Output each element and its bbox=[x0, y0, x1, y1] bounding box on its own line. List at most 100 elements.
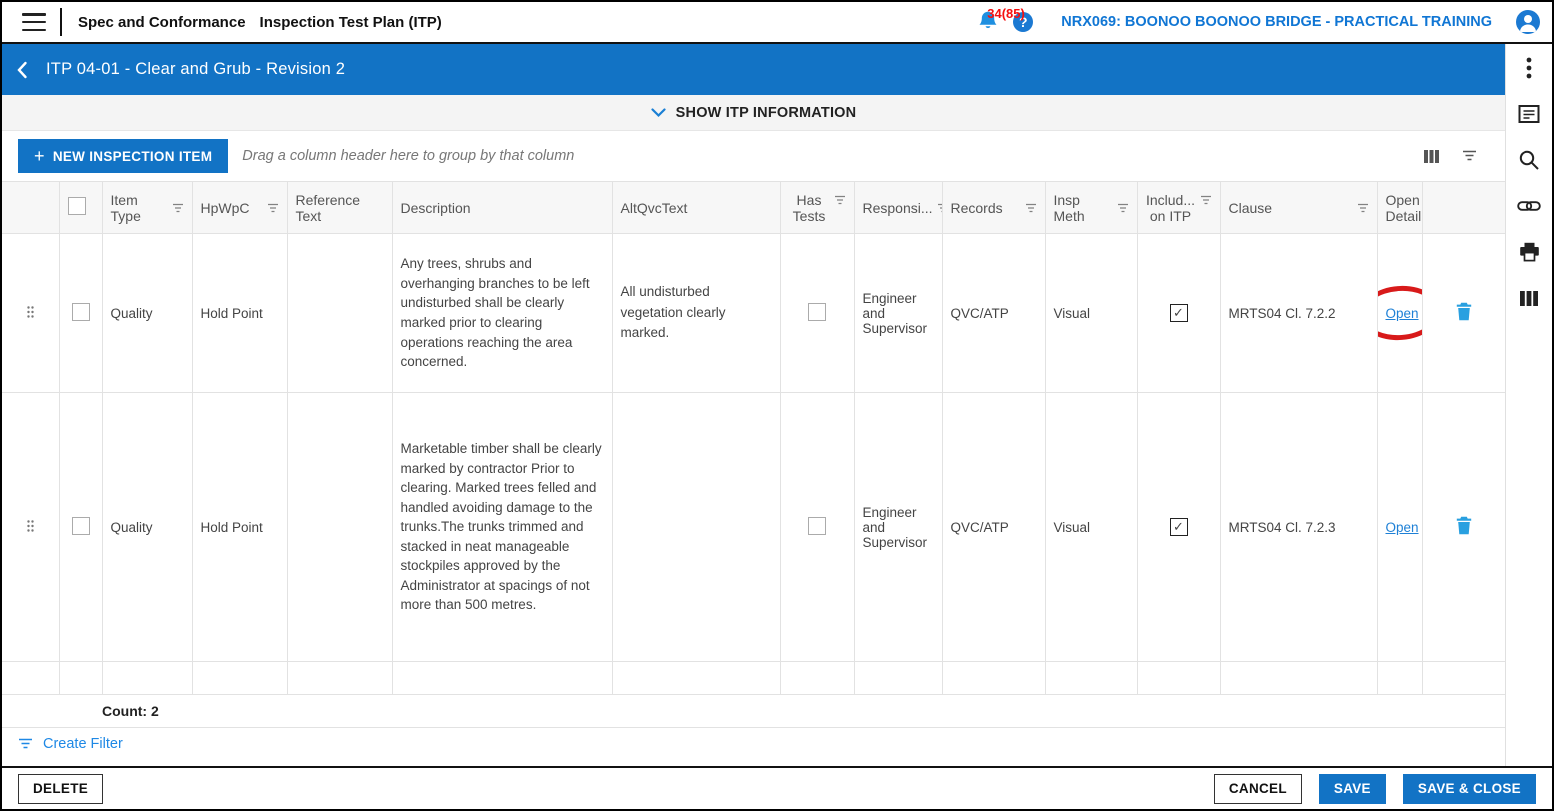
record-title: ITP 04-01 - Clear and Grub - Revision 2 bbox=[46, 60, 346, 78]
column-label: Item Type bbox=[110, 191, 141, 224]
back-button[interactable] bbox=[16, 61, 28, 79]
column-header-clause[interactable]: Clause bbox=[1219, 181, 1378, 234]
item-type-cell: Quality bbox=[101, 233, 193, 393]
column-header-reference-text[interactable]: Reference Text bbox=[286, 181, 393, 234]
included-on-itp-checkbox[interactable]: ✓ bbox=[1169, 304, 1188, 322]
header-filter-icon[interactable] bbox=[1117, 200, 1129, 216]
person-icon bbox=[1520, 15, 1536, 32]
column-header-hpwpc[interactable]: HpWpC bbox=[191, 181, 288, 234]
delete-row-icon[interactable] bbox=[1456, 516, 1472, 538]
link-icon[interactable] bbox=[1517, 194, 1541, 218]
clause-cell: MRTS04 Cl. 7.2.3 bbox=[1219, 392, 1378, 662]
open-detail-link[interactable]: Open bbox=[1385, 305, 1419, 321]
delete-button[interactable]: DELETE bbox=[18, 773, 104, 804]
delete-row-icon[interactable] bbox=[1456, 302, 1472, 324]
row-select-checkbox[interactable] bbox=[71, 516, 90, 535]
column-header-item-type[interactable]: Item Type bbox=[101, 181, 193, 234]
bell-icon bbox=[979, 11, 997, 29]
inspection-items-grid: Item Type HpWpC Reference Text Descripti… bbox=[2, 181, 1505, 695]
filter-panel-icon[interactable] bbox=[1462, 150, 1477, 162]
description-cell: Marketable timber shall be clearly marke… bbox=[391, 392, 613, 662]
bottom-action-bar: DELETE CANCEL SAVE SAVE & CLOSE bbox=[2, 766, 1552, 809]
search-icon[interactable] bbox=[1517, 148, 1541, 172]
new-inspection-item-label: NEW INSPECTION ITEM bbox=[52, 148, 213, 164]
altqvctext-cell bbox=[611, 392, 781, 662]
reference-text-cell bbox=[286, 233, 393, 393]
included-on-itp-checkbox[interactable]: ✓ bbox=[1169, 518, 1188, 536]
empty-row bbox=[2, 661, 1505, 695]
column-label: Reference Text bbox=[295, 191, 361, 224]
main-area: ITP 04-01 - Clear and Grub - Revision 2 … bbox=[2, 44, 1552, 766]
reference-text-cell bbox=[286, 392, 393, 662]
column-header-included-on-itp[interactable]: Includ... on ITP bbox=[1136, 181, 1221, 234]
header-filter-icon[interactable] bbox=[1200, 192, 1212, 208]
header-filter-icon[interactable] bbox=[834, 192, 846, 208]
insp-meth-cell: Visual bbox=[1044, 392, 1138, 662]
table-row: Quality Hold Point Marketable timber sha… bbox=[2, 392, 1505, 662]
has-tests-checkbox[interactable] bbox=[808, 516, 826, 535]
column-label: HpWpC bbox=[200, 199, 250, 216]
top-bar: Spec and Conformance Inspection Test Pla… bbox=[2, 2, 1552, 44]
row-count-label: Count: 2 bbox=[102, 703, 159, 719]
row-select-checkbox[interactable] bbox=[71, 302, 90, 321]
header-drag-column bbox=[2, 181, 60, 234]
responsible-cell: Engineer and Supervisor bbox=[853, 392, 943, 662]
records-cell: QVC/ATP bbox=[941, 392, 1046, 662]
row-actions-cell bbox=[1421, 392, 1505, 662]
app-section-title: Spec and Conformance bbox=[78, 13, 246, 31]
hpwpc-cell: Hold Point bbox=[191, 392, 288, 662]
table-row: Quality Hold Point Any trees, shrubs and… bbox=[2, 233, 1505, 393]
show-itp-information-label: SHOW ITP INFORMATION bbox=[675, 104, 857, 121]
column-label: Insp Meth bbox=[1053, 191, 1085, 224]
header-filter-icon[interactable] bbox=[937, 200, 941, 216]
open-detail-link[interactable]: Open bbox=[1385, 519, 1419, 535]
column-chooser-icon[interactable] bbox=[1423, 149, 1440, 164]
row-drag-handle[interactable] bbox=[2, 233, 60, 393]
project-title[interactable]: NRX069: BOONOO BOONOO BRIDGE - PRACTICAL… bbox=[1061, 14, 1492, 30]
column-header-responsible[interactable]: Responsi... bbox=[853, 181, 943, 234]
select-all-checkbox[interactable] bbox=[67, 197, 86, 215]
has-tests-checkbox[interactable] bbox=[808, 302, 826, 321]
columns-icon[interactable] bbox=[1517, 286, 1541, 310]
row-drag-handle[interactable] bbox=[2, 392, 60, 662]
open-detail-cell: Open bbox=[1376, 392, 1423, 662]
column-header-description[interactable]: Description bbox=[391, 181, 613, 234]
cancel-button[interactable]: CANCEL bbox=[1213, 773, 1302, 804]
filter-icon bbox=[19, 738, 32, 749]
header-filter-icon[interactable] bbox=[172, 200, 184, 216]
page-title: Inspection Test Plan (ITP) bbox=[259, 13, 442, 31]
form-view-icon[interactable] bbox=[1517, 102, 1541, 126]
save-button[interactable]: SAVE bbox=[1318, 773, 1386, 804]
topbar-divider bbox=[60, 8, 62, 36]
user-avatar-icon[interactable] bbox=[1516, 10, 1540, 34]
record-header-bar: ITP 04-01 - Clear and Grub - Revision 2 bbox=[2, 44, 1505, 95]
column-header-records[interactable]: Records bbox=[941, 181, 1046, 234]
header-filter-icon[interactable] bbox=[1025, 200, 1037, 216]
column-header-altqvctext[interactable]: AltQvcText bbox=[611, 181, 781, 234]
right-icon-sidebar bbox=[1505, 44, 1552, 766]
grid-toolbar-icons bbox=[1423, 149, 1489, 164]
create-filter-row[interactable]: Create Filter bbox=[2, 728, 1505, 760]
show-itp-information-toggle[interactable]: SHOW ITP INFORMATION bbox=[2, 95, 1505, 131]
row-actions-cell bbox=[1421, 233, 1505, 393]
notification-bell-icon[interactable]: 34(85) bbox=[977, 6, 1025, 34]
grid-toolbar: + NEW INSPECTION ITEM Drag a column head… bbox=[2, 131, 1505, 181]
topbar-right-group: 34(85) ? NRX069: BOONOO BOONOO BRIDGE - … bbox=[977, 6, 1552, 34]
new-inspection-item-button[interactable]: + NEW INSPECTION ITEM bbox=[18, 139, 229, 173]
plus-icon: + bbox=[34, 146, 45, 166]
print-icon[interactable] bbox=[1517, 240, 1541, 264]
column-header-open-detail[interactable]: Open Detail bbox=[1376, 181, 1423, 234]
column-header-has-tests[interactable]: Has Tests bbox=[779, 181, 855, 234]
header-filter-icon[interactable] bbox=[267, 200, 279, 216]
description-cell: Any trees, shrubs and overhanging branch… bbox=[391, 233, 613, 393]
hamburger-menu-icon[interactable] bbox=[22, 13, 46, 31]
column-header-actions bbox=[1421, 181, 1505, 234]
more-options-icon[interactable] bbox=[1517, 56, 1541, 80]
bottom-right-buttons: CANCEL SAVE SAVE & CLOSE bbox=[1213, 773, 1536, 804]
help-icon[interactable]: ? bbox=[1013, 12, 1034, 32]
header-filter-icon[interactable] bbox=[1357, 200, 1369, 216]
create-filter-link[interactable]: Create Filter bbox=[43, 736, 123, 752]
save-and-close-button[interactable]: SAVE & CLOSE bbox=[1402, 773, 1536, 804]
column-header-insp-meth[interactable]: Insp Meth bbox=[1044, 181, 1138, 234]
